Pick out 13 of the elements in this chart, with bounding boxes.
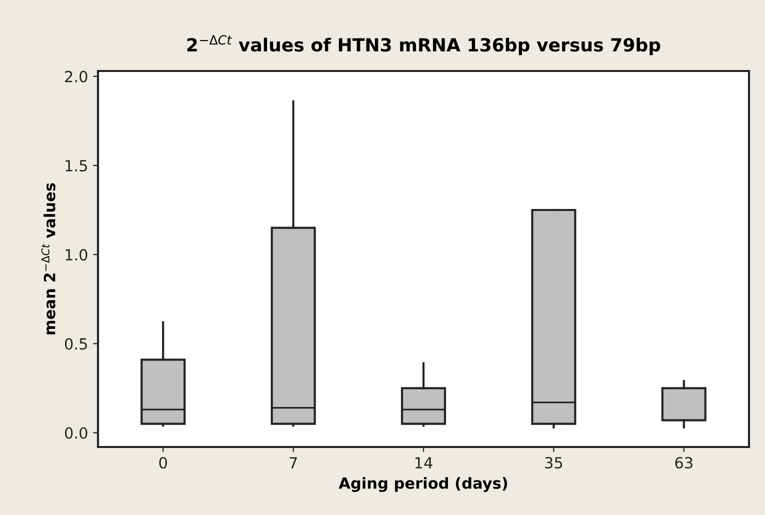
x-axis-title: Aging period (days)	[338, 477, 508, 492]
y-tick-label: 0.5	[64, 338, 87, 350]
x-tick-label: 0	[159, 456, 167, 469]
x-tick-label: 7	[290, 457, 297, 468]
chart-title: 2$^{−ΔCt}$ values of HTN3 mRNA 136bp versus 79bp	[187, 35, 660, 56]
y-tick-label: 0.0	[64, 427, 88, 439]
y-tick-label: 2.0	[65, 70, 88, 82]
x-tick-label: 35	[545, 456, 562, 469]
x-tick-label: 63	[675, 456, 692, 469]
y-axis-title: mean 2$^{−ΔCt}$ values	[41, 183, 56, 334]
y-tick-label: 1.0	[66, 249, 88, 261]
x-tick-label: 14	[415, 457, 432, 468]
y-tick-label: 1.5	[66, 160, 87, 172]
